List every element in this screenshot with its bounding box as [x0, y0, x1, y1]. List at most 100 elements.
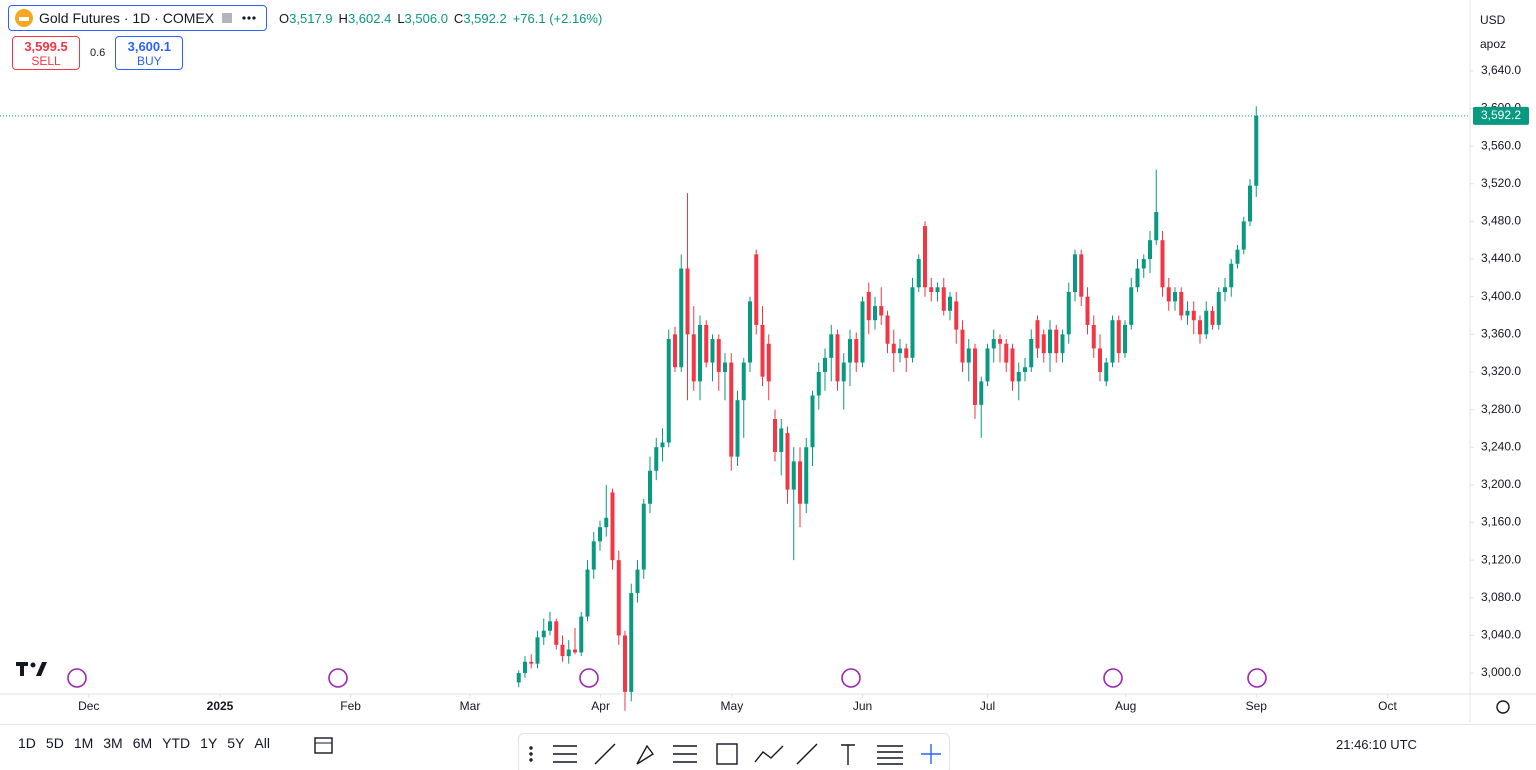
candle-body — [654, 447, 659, 471]
candle-body — [1154, 212, 1159, 241]
spread: 0.6 — [90, 47, 106, 59]
candle-body — [835, 334, 840, 382]
y-tick-label: 3,000.0 — [1481, 665, 1521, 679]
candle-body — [716, 339, 721, 372]
candle-body — [1073, 254, 1077, 292]
trade-buttons: 3,599.5 SELL 0.6 3,600.1 BUY — [12, 36, 184, 70]
candle-body — [941, 287, 946, 311]
candle-body — [898, 348, 902, 354]
candle-body — [829, 334, 834, 358]
candle-body — [660, 442, 665, 448]
candle-body — [1204, 310, 1209, 335]
candle-body — [516, 673, 521, 683]
ohlc-value: 3,517.9 — [289, 10, 333, 26]
buy-button[interactable]: 3,600.1 BUY — [115, 36, 184, 70]
candle-body — [841, 362, 846, 382]
y-tick-label: 3,440.0 — [1481, 251, 1521, 265]
candle-body — [923, 226, 927, 288]
candle-body — [991, 339, 996, 349]
candle-body — [860, 301, 865, 363]
candle-body — [798, 461, 802, 504]
y-tick-label: 3,280.0 — [1481, 402, 1521, 416]
candle-body — [1179, 291, 1184, 316]
x-tick-label: Mar — [460, 699, 481, 713]
range-button[interactable]: 1Y — [200, 735, 218, 751]
candle-body — [1104, 362, 1109, 382]
candle-body — [1010, 348, 1015, 382]
candle-body — [879, 306, 884, 316]
candle-body — [754, 254, 759, 325]
candle-body — [616, 560, 621, 636]
settings-icon[interactable] — [1496, 700, 1510, 714]
candle-body — [954, 301, 959, 330]
x-tick-label: May — [721, 699, 744, 713]
candle-body — [1248, 185, 1252, 222]
candle-body — [1135, 268, 1140, 288]
candle-body — [529, 661, 534, 664]
y-tick-label: 3,120.0 — [1481, 552, 1521, 566]
candle-body — [960, 329, 965, 363]
candle-body — [998, 339, 1002, 344]
range-button[interactable]: YTD — [162, 735, 191, 751]
range-button[interactable]: 5D — [45, 735, 64, 751]
candle-body — [910, 287, 915, 358]
last-price-box — [1473, 106, 1529, 125]
candle-body — [554, 621, 559, 645]
candle-body — [823, 357, 827, 372]
candle-body — [791, 461, 796, 490]
symbol: Gold Futures · 1D · COMEX — [39, 10, 215, 26]
candle-body — [573, 649, 577, 653]
date-range-icon[interactable] — [312, 733, 336, 757]
candle-body — [804, 447, 809, 504]
candle-body — [985, 348, 990, 382]
ohlc-label: O — [279, 10, 290, 26]
candle-body — [1185, 310, 1190, 316]
candle-body — [1160, 240, 1165, 288]
x-tick-label: Aug — [1115, 699, 1136, 713]
candle-body — [816, 371, 821, 396]
range-button[interactable]: 6M — [132, 735, 153, 751]
candle-body — [1041, 334, 1046, 354]
candle-body — [1141, 259, 1146, 269]
range-button[interactable]: 1D — [18, 735, 36, 751]
sell-label: SELL — [31, 53, 61, 68]
symbol-box[interactable]: Gold Futures · 1D · COMEX — [8, 5, 268, 31]
x-tick-label: Oct — [1378, 699, 1397, 713]
ohlc-item: O3,517.9 — [279, 11, 333, 26]
buy-price: 3,600.1 — [127, 38, 171, 54]
candle-body — [848, 339, 852, 363]
candle-body — [560, 644, 565, 657]
sell-button[interactable]: 3,599.5 SELL — [12, 36, 80, 70]
range-button[interactable]: 3M — [103, 735, 123, 751]
currency: USD apoz — [1476, 8, 1528, 56]
candle-body — [548, 621, 552, 631]
currency-button[interactable]: USD — [1480, 13, 1506, 27]
y-tick-label: 3,480.0 — [1481, 214, 1521, 228]
plot: 3,000.0 3,040.0 3,080.0 3,120.0 3,160.0 3,200… — [0, 63, 1529, 713]
candle-body — [760, 324, 765, 377]
range-button[interactable]: 5Y — [227, 735, 245, 751]
unit-button[interactable]: apoz — [1480, 37, 1507, 51]
ohlc-label: C — [453, 10, 464, 26]
y-tick-label: 3,200.0 — [1481, 477, 1521, 491]
candle-body — [966, 348, 971, 363]
range-button[interactable]: 1M — [73, 735, 94, 751]
ohlc-item: H3,602.4 — [339, 11, 392, 26]
y-tick-label: 3,040.0 — [1481, 628, 1521, 642]
drawing-toolbar — [518, 733, 950, 770]
buy-label: BUY — [136, 53, 162, 68]
y-tick-label: 3,160.0 — [1481, 515, 1521, 529]
candle-body — [723, 362, 727, 372]
candle-body — [598, 527, 602, 542]
x-tick-label: 2025 — [207, 699, 234, 713]
candle-body — [1210, 310, 1215, 325]
candle-body — [541, 630, 546, 638]
candle-body — [604, 517, 609, 528]
x-tick-label: Jun — [853, 699, 872, 713]
candle-body — [885, 315, 890, 344]
candle-body — [1123, 324, 1127, 354]
y-tick-label: 3,560.0 — [1481, 138, 1521, 152]
candle-body — [779, 428, 784, 452]
range-button[interactable]: All — [254, 735, 270, 751]
